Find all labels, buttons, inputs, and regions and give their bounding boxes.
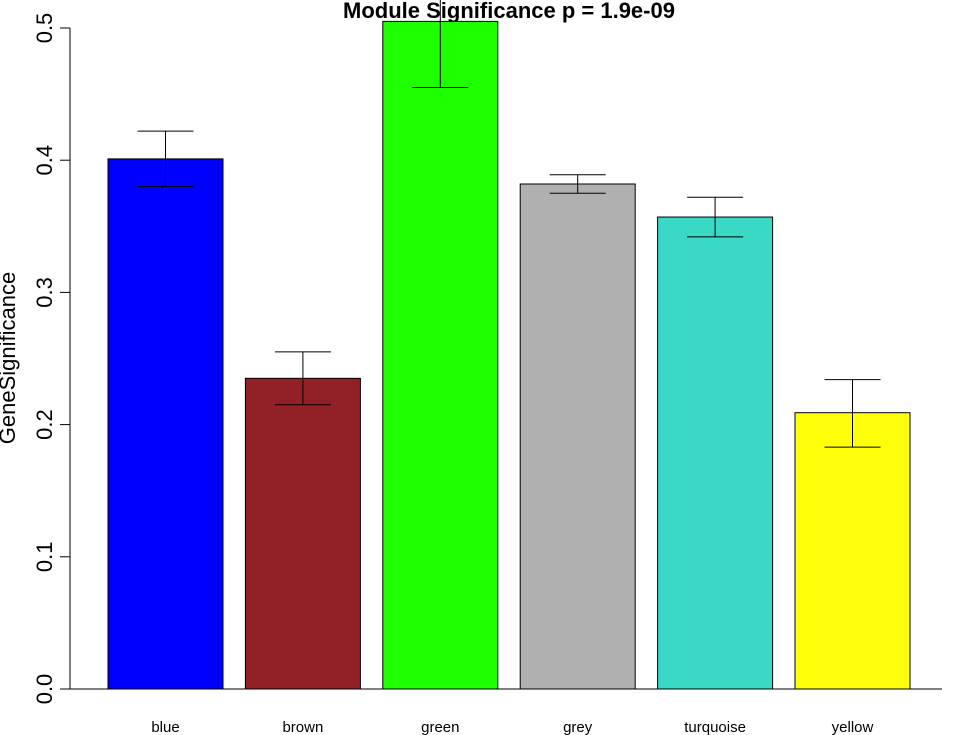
- x-tick-label-green: green: [421, 719, 459, 735]
- bar-grey: [519, 183, 636, 689]
- y-tick-label: 0.0: [32, 674, 57, 705]
- bar-green: [382, 20, 499, 689]
- y-tick-label: 0.1: [32, 542, 57, 573]
- y-axis: 0.0 0.1 0.2 0.3 0.4 0.5: [32, 13, 71, 705]
- x-tick-label-blue: blue: [151, 719, 179, 735]
- bar-brown: [244, 377, 361, 689]
- error-bars: [137, 0, 881, 448]
- x-tick-label-grey: grey: [563, 719, 593, 735]
- x-tick-label-turquoise: turquoise: [684, 719, 746, 735]
- bars: [107, 20, 911, 689]
- y-tick-label: 0.2: [32, 409, 57, 440]
- y-tick-label: 0.5: [32, 13, 57, 44]
- chart-title: Module Significance p = 1.9e-09: [343, 0, 675, 23]
- x-tick-label-yellow: yellow: [832, 719, 874, 735]
- bar-blue: [107, 158, 224, 689]
- y-axis-label: GeneSignificance: [0, 272, 20, 444]
- bar-turquoise: [657, 216, 774, 689]
- x-axis: blue brown green grey turquoise yellow: [70, 688, 942, 735]
- bar-yellow: [794, 412, 911, 689]
- x-tick-label-brown: brown: [282, 719, 323, 735]
- y-tick-label: 0.3: [32, 277, 57, 308]
- y-tick-label: 0.4: [32, 145, 57, 176]
